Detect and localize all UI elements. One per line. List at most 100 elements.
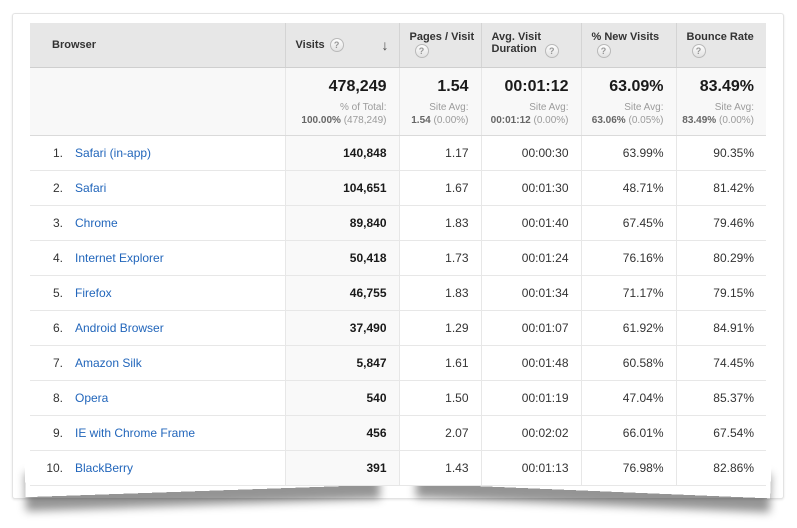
help-icon[interactable]: ?: [329, 37, 344, 52]
bounce-rate-cell: 81.42%: [676, 170, 766, 206]
visits-cell: 37,490: [285, 310, 400, 346]
summary-browser-cell: [30, 67, 286, 136]
row-rank: 8.: [52, 390, 63, 405]
help-icon[interactable]: ?: [544, 44, 559, 59]
new-visits-cell: 76.16%: [581, 240, 677, 276]
new-visits-cell: 47.04%: [581, 380, 677, 416]
row-rank: 7.: [52, 355, 63, 370]
pages-visit-cell: 1.50: [399, 380, 482, 416]
header-row: Browser Visits ? ↓ Pages / Visit ?: [30, 23, 766, 68]
visits-cell: 456: [285, 415, 400, 451]
pages-visit-cell: 1.83: [399, 275, 482, 311]
column-header-visits[interactable]: Visits ? ↓: [285, 23, 400, 68]
browser-link[interactable]: Safari: [75, 180, 107, 195]
summary-value: 83.49%: [699, 77, 754, 95]
browser-link[interactable]: Android Browser: [75, 320, 164, 335]
summary-subtext: Site Avg: 63.06% (0.05%): [591, 101, 664, 126]
visits-cell: 104,651: [285, 170, 400, 206]
summary-value: 00:01:12: [504, 77, 569, 95]
help-icon[interactable]: ?: [414, 44, 429, 59]
bounce-rate-cell: 90.35%: [676, 135, 766, 171]
new-visits-cell: 60.58%: [581, 345, 677, 381]
row-rank: 9.: [52, 425, 63, 440]
new-visits-cell: 76.98%: [581, 450, 677, 486]
table-row: 2. Safari 104,651 1.67 00:01:30 48.71% 81…: [30, 170, 766, 206]
browser-cell: 1. Safari (in-app): [30, 135, 286, 171]
new-visits-cell: 48.71%: [581, 170, 677, 206]
bounce-rate-cell: 79.46%: [676, 205, 766, 241]
visits-cell: 140,848: [285, 135, 400, 171]
sort-descending-icon[interactable]: ↓: [381, 36, 389, 53]
avg-duration-cell: 00:00:30: [481, 135, 582, 171]
browser-cell: 10. BlackBerry: [30, 450, 286, 486]
avg-duration-cell: 00:01:24: [481, 240, 582, 276]
browser-cell: 7. Amazon Silk: [30, 345, 286, 381]
visits-cell: 5,847: [285, 345, 400, 381]
avg-duration-cell: 00:01:30: [481, 170, 582, 206]
avg-duration-cell: 00:02:02: [481, 415, 582, 451]
column-header-pages-visit[interactable]: Pages / Visit ?: [399, 23, 482, 68]
column-header-browser[interactable]: Browser: [30, 23, 286, 68]
column-header-new-visits[interactable]: % New Visits ?: [581, 23, 677, 68]
summary-bounce-rate-cell: 83.49% Site Avg: 83.49% (0.00%): [676, 67, 766, 136]
visits-cell: 50,418: [285, 240, 400, 276]
table-row: 5. Firefox 46,755 1.83 00:01:34 71.17% 79…: [30, 275, 766, 311]
browser-cell: 5. Firefox: [30, 275, 286, 311]
table-row: 9. IE with Chrome Frame 456 2.07 00:02:02…: [30, 415, 766, 451]
row-rank: 3.: [52, 215, 63, 230]
bounce-rate-cell: 79.15%: [676, 275, 766, 311]
help-icon[interactable]: ?: [596, 44, 611, 59]
visits-cell: 46,755: [285, 275, 400, 311]
analytics-table-card: Browser Visits ? ↓ Pages / Visit ?: [12, 13, 784, 499]
column-header-label: Browser: [52, 38, 97, 51]
visits-cell: 89,840: [285, 205, 400, 241]
new-visits-cell: 63.99%: [581, 135, 677, 171]
bounce-rate-cell: 67.54%: [676, 415, 766, 451]
column-header-avg-visit-duration[interactable]: Avg. Visit Duration ?: [481, 23, 582, 68]
new-visits-cell: 61.92%: [581, 310, 677, 346]
pages-visit-cell: 1.43: [399, 450, 482, 486]
summary-subtext: Site Avg: 83.49% (0.00%): [682, 101, 754, 126]
table-row: 6. Android Browser 37,490 1.29 00:01:07 6…: [30, 310, 766, 346]
browser-link[interactable]: Amazon Silk: [75, 355, 142, 370]
avg-duration-cell: 00:01:07: [481, 310, 582, 346]
summary-row: 478,249 % of Total: 100.00% (478,249) 1.…: [30, 67, 766, 136]
visits-cell: 391: [285, 450, 400, 486]
bounce-rate-cell: 80.29%: [676, 240, 766, 276]
help-icon[interactable]: ?: [691, 44, 706, 59]
bounce-rate-cell: 84.91%: [676, 310, 766, 346]
avg-duration-cell: 00:01:34: [481, 275, 582, 311]
browser-link[interactable]: Internet Explorer: [75, 250, 164, 265]
column-header-label: Visits: [295, 38, 325, 51]
table-row: 1. Safari (in-app) 140,848 1.17 00:00:30 …: [30, 135, 766, 171]
row-rank: 6.: [52, 320, 63, 335]
table-row: 4. Internet Explorer 50,418 1.73 00:01:24…: [30, 240, 766, 276]
browser-cell: 9. IE with Chrome Frame: [30, 415, 286, 451]
browser-link[interactable]: Chrome: [75, 215, 118, 230]
bounce-rate-cell: 74.45%: [676, 345, 766, 381]
avg-duration-cell: 00:01:13: [481, 450, 582, 486]
pages-visit-cell: 1.83: [399, 205, 482, 241]
summary-new-visits-cell: 63.09% Site Avg: 63.06% (0.05%): [581, 67, 677, 136]
browser-link[interactable]: Firefox: [75, 285, 112, 300]
browser-link[interactable]: Safari (in-app): [75, 145, 152, 160]
avg-duration-cell: 00:01:40: [481, 205, 582, 241]
column-header-bounce-rate[interactable]: Bounce Rate ?: [676, 23, 766, 68]
row-rank: 1.: [52, 145, 63, 160]
pages-visit-cell: 1.61: [399, 345, 482, 381]
column-header-label: Avg. Visit Duration: [491, 31, 542, 56]
summary-visits-cell: 478,249 % of Total: 100.00% (478,249): [285, 67, 400, 136]
table-row: 7. Amazon Silk 5,847 1.61 00:01:48 60.58%…: [30, 345, 766, 381]
table-row: 8. Opera 540 1.50 00:01:19 47.04% 85.37%: [30, 380, 766, 416]
row-rank: 4.: [52, 250, 63, 265]
new-visits-cell: 66.01%: [581, 415, 677, 451]
table-row: 3. Chrome 89,840 1.83 00:01:40 67.45% 79.…: [30, 205, 766, 241]
browser-link[interactable]: BlackBerry: [75, 460, 134, 475]
avg-duration-cell: 00:01:19: [481, 380, 582, 416]
browser-link[interactable]: IE with Chrome Frame: [75, 425, 196, 440]
summary-subtext: Site Avg: 00:01:12 (0.00%): [490, 101, 569, 126]
browser-cell: 6. Android Browser: [30, 310, 286, 346]
browser-link[interactable]: Opera: [75, 390, 109, 405]
column-header-label: % New Visits: [591, 31, 660, 44]
